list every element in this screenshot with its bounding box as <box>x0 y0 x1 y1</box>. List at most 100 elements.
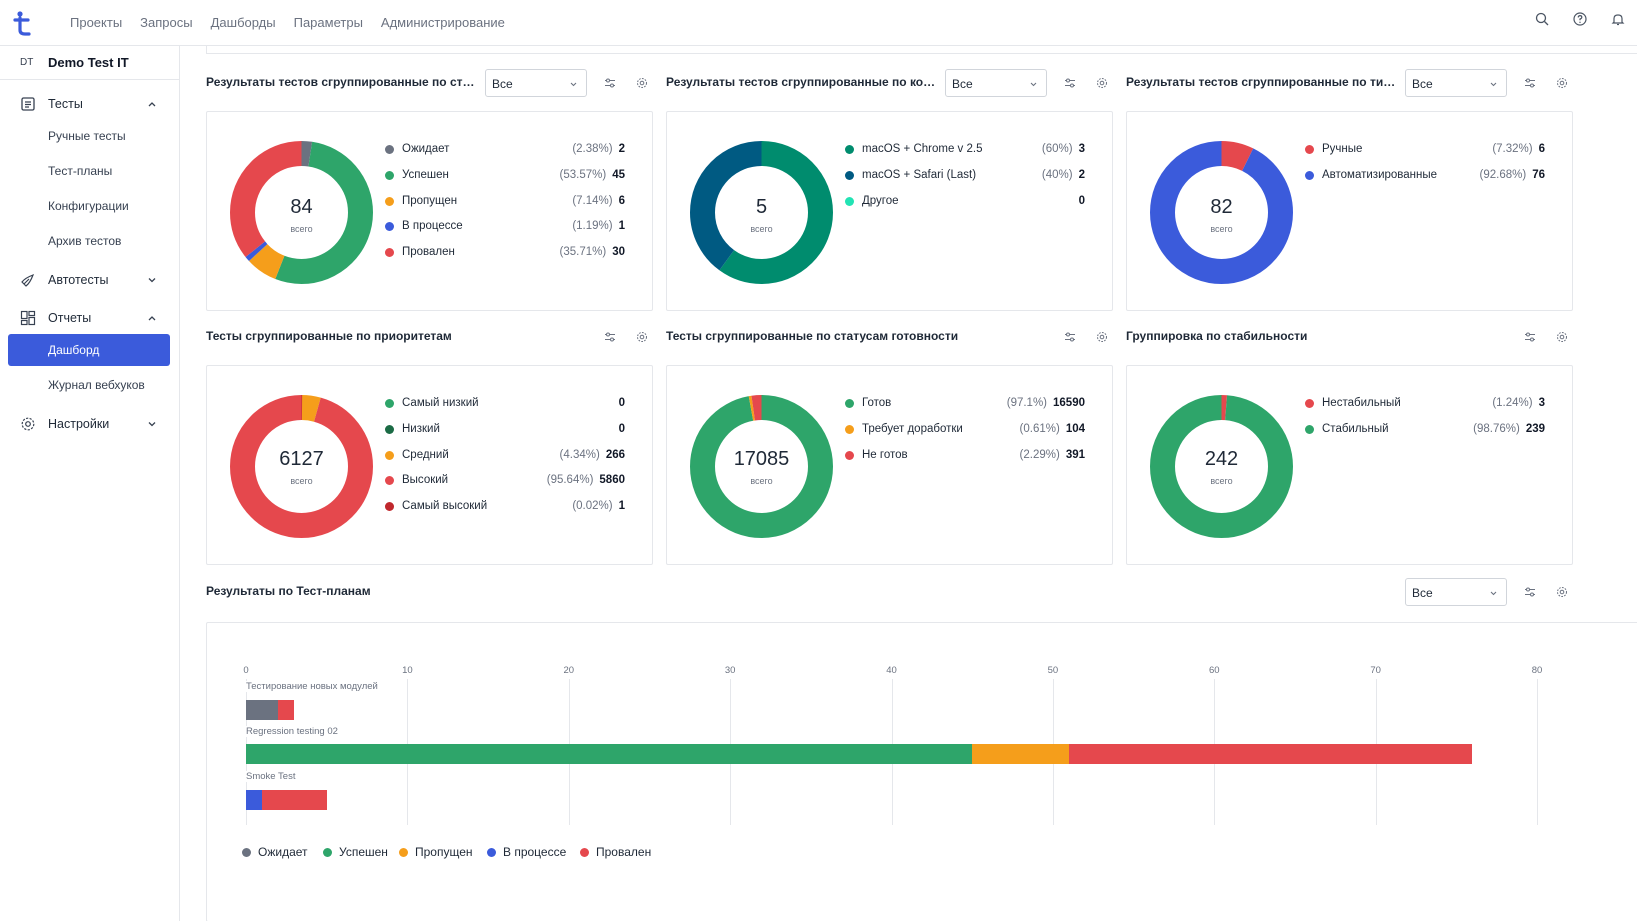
settings-icon[interactable] <box>636 331 648 343</box>
legend-value: 391 <box>1065 449 1085 461</box>
bar-segment[interactable] <box>278 700 295 720</box>
sidebar-item-test-archive[interactable]: Архив тестов <box>48 234 122 248</box>
widget-filter-select[interactable]: Все <box>945 69 1047 97</box>
nav-dashboards[interactable]: Дашборды <box>210 15 276 30</box>
bar-segment[interactable] <box>246 744 973 764</box>
legend-item[interactable]: Провален (35.71%) 30 <box>385 243 625 261</box>
donut-segment[interactable] <box>1150 395 1293 538</box>
donut-segment[interactable] <box>230 141 373 284</box>
legend-item[interactable]: Самый низкий 0 <box>385 394 625 412</box>
sidebar-item-autotests[interactable]: Автотесты <box>8 264 170 296</box>
legend-item[interactable]: Пропущен (7.14%) 6 <box>385 192 625 210</box>
legend-item[interactable]: Ручные (7.32%) 6 <box>1305 140 1545 158</box>
sidebar-item-reports[interactable]: Отчеты <box>8 302 170 334</box>
chart-legend-item[interactable]: Провален <box>580 845 651 859</box>
donut-widget-card: 84 всего Ожидает (2.38%) 2 Успешен (53.57%) 45 П… <box>206 111 653 311</box>
settings-icon[interactable] <box>1556 331 1568 343</box>
filter-sliders-icon[interactable] <box>604 77 616 89</box>
legend-item[interactable]: Низкий 0 <box>385 420 625 438</box>
bar-segment[interactable] <box>246 790 263 810</box>
settings-icon[interactable] <box>1096 77 1108 89</box>
legend-dot <box>1305 398 1314 408</box>
x-axis-tick-label: 40 <box>886 665 897 676</box>
filter-sliders-icon[interactable] <box>604 331 616 343</box>
legend-item[interactable]: Стабильный (98.76%) 239 <box>1305 420 1545 438</box>
plans-filter-select[interactable]: Все <box>1405 578 1507 606</box>
legend-item[interactable]: В процессе (1.19%) 1 <box>385 217 625 235</box>
filter-sliders-icon[interactable] <box>1524 331 1536 343</box>
legend-dot <box>385 398 394 408</box>
help-icon[interactable] <box>1573 12 1589 28</box>
sidebar-item-dashboard[interactable]: Дашборд <box>8 334 170 366</box>
legend-percent: (97.1%) <box>1006 397 1048 409</box>
bar-segment[interactable] <box>246 700 279 720</box>
donut-segment[interactable] <box>690 395 833 538</box>
legend-value: 239 <box>1525 423 1545 435</box>
legend-item[interactable]: Готов (97.1%) 16590 <box>845 394 1085 412</box>
legend-item[interactable]: Не готов (2.29%) 391 <box>845 446 1085 464</box>
bell-icon[interactable] <box>1611 12 1627 28</box>
nav-queries[interactable]: Запросы <box>140 15 193 30</box>
legend-item[interactable]: Нестабильный (1.24%) 3 <box>1305 394 1545 412</box>
nav-parameters[interactable]: Параметры <box>293 15 363 30</box>
sidebar-item-webhooks-log[interactable]: Журнал вебхуков <box>48 378 145 392</box>
donut-chart <box>230 141 373 284</box>
donut-total-label: всего <box>1210 224 1233 234</box>
settings-icon[interactable] <box>1556 586 1568 598</box>
bar-segment[interactable] <box>262 790 327 810</box>
filter-sliders-icon[interactable] <box>1524 586 1536 598</box>
legend-item[interactable]: Ожидает (2.38%) 2 <box>385 140 625 158</box>
chart-legend-item[interactable]: Ожидает <box>242 845 308 859</box>
legend-item[interactable]: Средний (4.34%) 266 <box>385 446 625 464</box>
settings-icon[interactable] <box>1556 77 1568 89</box>
chart-legend-item[interactable]: Пропущен <box>399 845 473 859</box>
donut-segment[interactable] <box>690 141 833 284</box>
legend-item[interactable]: Высокий (95.64%) 5860 <box>385 471 625 489</box>
filter-sliders-icon[interactable] <box>1524 77 1536 89</box>
project-selector[interactable]: DT Demo Test IT <box>0 46 179 80</box>
legend-dot <box>385 144 394 154</box>
settings-icon[interactable] <box>1096 331 1108 343</box>
nav-administration[interactable]: Администрирование <box>380 15 505 30</box>
widget-filter-select[interactable]: Все <box>1405 69 1507 97</box>
chart-legend-item[interactable]: Успешен <box>323 845 388 859</box>
sidebar-item-label: Автотесты <box>48 273 109 287</box>
legend-item[interactable]: Требует доработки (0.61%) 104 <box>845 420 1085 438</box>
search-icon[interactable] <box>1535 12 1551 28</box>
filter-sliders-icon[interactable] <box>1064 331 1076 343</box>
bar-segment[interactable] <box>972 744 1069 764</box>
sidebar-item-manual-tests[interactable]: Ручные тесты <box>48 129 126 143</box>
settings-icon[interactable] <box>636 77 648 89</box>
chevron-down-icon <box>1029 80 1038 89</box>
legend-item[interactable]: macOS + Chrome v 2.5 (60%) 3 <box>845 140 1085 158</box>
sidebar-item-label: Отчеты <box>48 311 92 325</box>
app-logo[interactable] <box>0 0 46 46</box>
legend-label: Высокий <box>402 474 449 486</box>
legend-item[interactable]: Другое 0 <box>845 192 1085 210</box>
sidebar-item-test-plans[interactable]: Тест-планы <box>48 164 113 178</box>
widget-title: Результаты по Тест-планам <box>206 584 371 598</box>
legend-dot <box>385 501 394 511</box>
chart-legend-item[interactable]: В процессе <box>487 845 566 859</box>
donut-segment[interactable] <box>230 395 373 538</box>
legend-dot <box>845 424 854 434</box>
bar-segment[interactable] <box>1069 744 1473 764</box>
widget-title: Результаты тестов сгруппированные по кон… <box>666 75 941 89</box>
sidebar-item-settings[interactable]: Настройки <box>8 408 170 440</box>
bar-category-label: Regression testing 02 <box>246 726 338 737</box>
filter-sliders-icon[interactable] <box>1064 77 1076 89</box>
widget-filter-select[interactable]: Все <box>485 69 587 97</box>
sidebar-item-tests[interactable]: Тесты <box>8 88 170 120</box>
legend-item[interactable]: Самый высокий (0.02%) 1 <box>385 497 625 515</box>
chevron-up-icon <box>146 98 158 110</box>
legend-item[interactable]: Успешен (53.57%) 45 <box>385 166 625 184</box>
nav-projects[interactable]: Проекты <box>70 15 123 30</box>
donut-segment[interactable] <box>230 141 373 284</box>
legend-dot <box>845 398 854 408</box>
legend-item[interactable]: macOS + Safari (Last) (40%) 2 <box>845 166 1085 184</box>
sidebar-item-configurations[interactable]: Конфигурации <box>48 199 129 213</box>
legend-percent: (0.02%) <box>572 500 613 512</box>
legend-item[interactable]: Автоматизированные (92.68%) 76 <box>1305 166 1545 184</box>
donut-segment[interactable] <box>1150 141 1293 284</box>
previous-widget-edge <box>206 46 1637 54</box>
